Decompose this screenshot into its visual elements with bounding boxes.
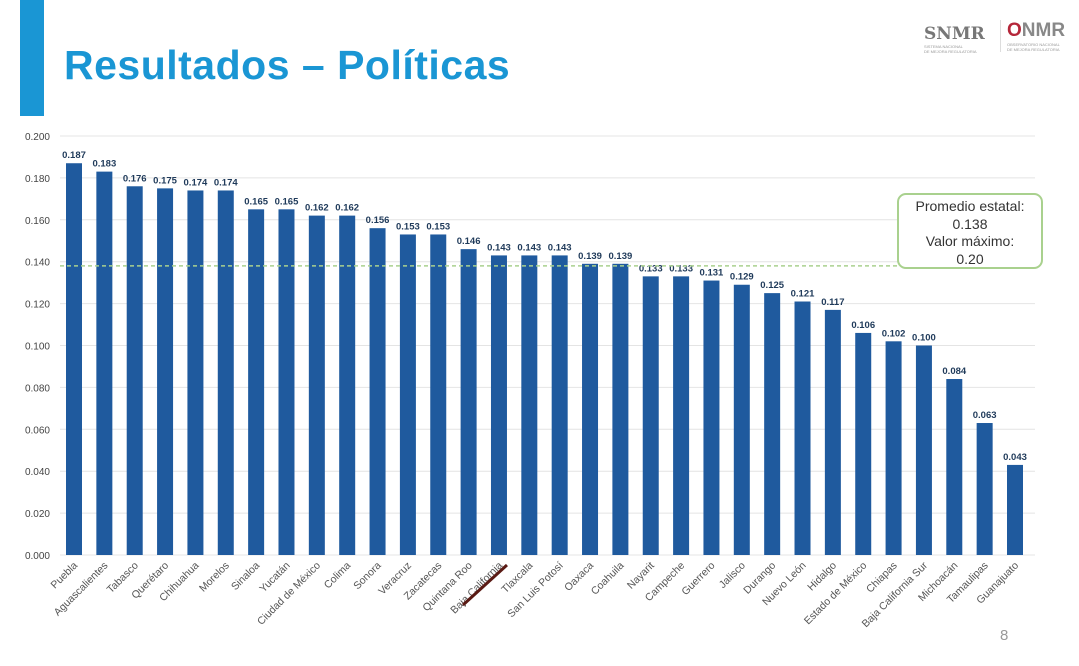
bar	[794, 301, 811, 555]
x-tick-label: Coahuila	[589, 560, 627, 598]
y-tick-label: 0.020	[25, 509, 50, 520]
bar	[278, 209, 295, 555]
bar	[642, 276, 659, 555]
bar	[824, 309, 841, 555]
y-tick-label: 0.120	[25, 300, 50, 311]
bar	[369, 228, 386, 555]
bar	[855, 332, 872, 555]
bar	[126, 186, 143, 555]
page-number: 8	[1000, 627, 1009, 644]
onmr-logo: ONMR OBSERVATORIO NACIONAL DE MEJORA REGUL…	[1000, 20, 1065, 52]
data-label: 0.174	[184, 177, 208, 188]
data-label: 0.125	[760, 280, 784, 291]
data-label: 0.139	[608, 251, 632, 262]
data-label: 0.165	[275, 196, 299, 207]
bar	[217, 190, 234, 555]
data-label: 0.162	[335, 203, 359, 214]
data-label: 0.162	[305, 203, 329, 214]
bar	[703, 280, 720, 555]
data-label: 0.143	[517, 242, 541, 253]
callout-line-2: 0.138	[952, 215, 988, 232]
highlight-underline	[461, 563, 508, 607]
data-label: 0.156	[366, 215, 390, 226]
data-label: 0.133	[639, 263, 663, 274]
y-tick-label: 0.200	[25, 132, 50, 143]
y-tick-label: 0.080	[25, 383, 50, 394]
callout-line-3: Valor máximo:	[925, 233, 1015, 249]
data-label: 0.106	[851, 320, 875, 331]
snmr-logo: SNMR SISTEMA NACIONAL DE MEJORA REGULATORI…	[924, 24, 985, 54]
callout-line-1: Promedio estatal:	[915, 198, 1025, 214]
data-label: 0.129	[730, 272, 754, 283]
bar	[521, 255, 538, 556]
bar	[430, 234, 447, 555]
bar	[399, 234, 416, 555]
bar	[460, 249, 477, 555]
x-tick-label: San Luis Potosí	[505, 560, 566, 621]
bar	[733, 284, 750, 555]
y-tick-label: 0.180	[25, 174, 50, 185]
data-label: 0.175	[153, 175, 177, 186]
data-label: 0.117	[821, 297, 844, 308]
data-label: 0.102	[882, 328, 906, 339]
data-label: 0.153	[426, 221, 450, 232]
data-label: 0.139	[578, 251, 602, 262]
x-tick-label: Colima	[322, 560, 354, 592]
bar	[582, 263, 599, 555]
bar	[915, 345, 932, 555]
bar	[1007, 464, 1023, 555]
bar	[976, 423, 993, 555]
data-label: 0.187	[62, 150, 86, 161]
data-label: 0.133	[669, 263, 693, 274]
bar	[490, 255, 507, 556]
average-callout: Promedio estatal: 0.138 Valor máximo: 0.…	[897, 193, 1043, 269]
page-title: Resultados – Políticas	[64, 42, 511, 88]
y-tick-label: 0.000	[25, 551, 50, 562]
bar	[339, 215, 356, 556]
data-label: 0.143	[548, 242, 572, 253]
data-label: 0.084	[942, 366, 966, 377]
data-label: 0.143	[487, 242, 511, 253]
bar	[157, 188, 174, 555]
data-label: 0.146	[457, 236, 481, 247]
data-label: 0.100	[912, 333, 936, 344]
x-tick-label: Aguascalientes	[52, 560, 111, 619]
data-label: 0.121	[791, 289, 815, 300]
bar	[551, 255, 568, 556]
bar	[764, 293, 781, 555]
title-accent-bar	[20, 0, 44, 116]
bar	[612, 263, 629, 555]
bar	[66, 163, 82, 556]
data-label: 0.063	[973, 410, 997, 421]
x-tick-label: Morelos	[197, 560, 232, 595]
data-label: 0.183	[92, 159, 116, 170]
y-tick-label: 0.060	[25, 425, 50, 436]
data-label: 0.176	[123, 173, 147, 184]
data-label: 0.165	[244, 196, 268, 207]
data-label: 0.043	[1003, 452, 1027, 463]
x-tick-label: Guerrero	[679, 560, 717, 598]
bar	[248, 209, 265, 555]
bar	[946, 379, 963, 555]
y-tick-label: 0.100	[25, 342, 50, 353]
y-tick-label: 0.040	[25, 467, 50, 478]
data-label: 0.174	[214, 177, 238, 188]
data-label: 0.153	[396, 221, 420, 232]
callout-line-4: 0.20	[956, 250, 984, 267]
data-label: 0.131	[700, 268, 724, 279]
bar	[885, 341, 902, 555]
bar	[96, 171, 113, 556]
bar	[308, 215, 325, 556]
bar	[673, 276, 690, 555]
y-tick-label: 0.140	[25, 258, 50, 269]
y-tick-label: 0.160	[25, 216, 50, 227]
bar	[187, 190, 204, 555]
